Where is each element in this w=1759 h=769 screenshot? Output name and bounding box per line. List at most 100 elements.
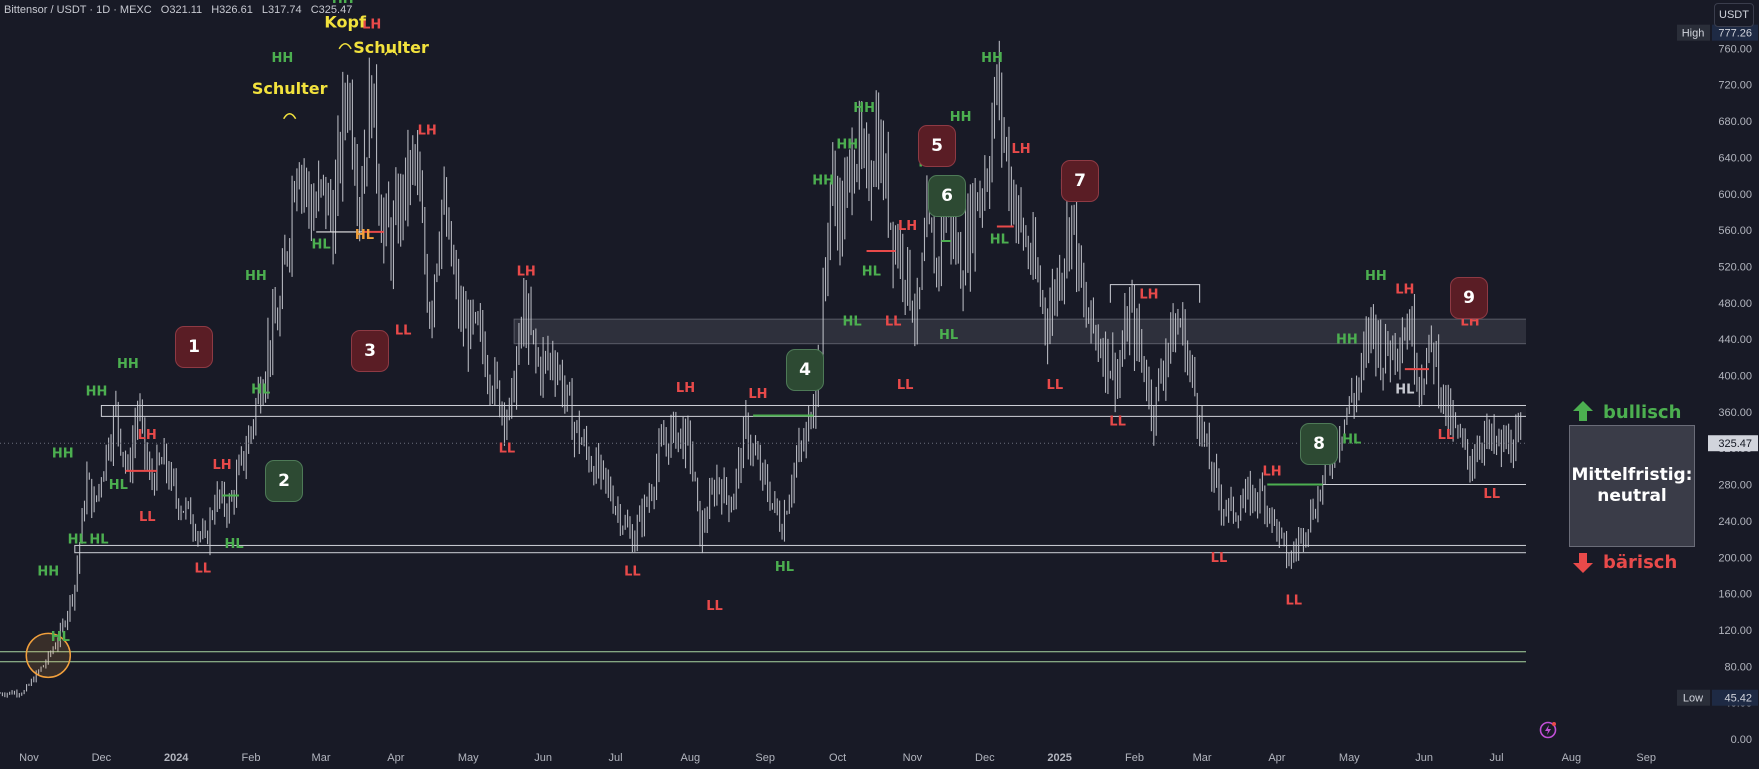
- pattern-arc-2: [384, 49, 398, 56]
- y-tick-label: 640.00: [1718, 152, 1752, 164]
- high-value: 777.26: [1718, 28, 1752, 40]
- swing-label: HL: [355, 228, 374, 243]
- x-tick-label: May: [1339, 752, 1360, 764]
- x-tick-label: Aug: [1562, 752, 1582, 764]
- low-value: 45.42: [1724, 693, 1752, 705]
- axes[interactable]: 0.0040.0080.00120.00160.00200.00240.0028…: [19, 0, 1759, 769]
- zone-0: [100, 404, 1556, 417]
- low-tag-label: Low: [1683, 693, 1703, 705]
- y-tick-label: 560.00: [1718, 225, 1752, 237]
- y-tick-label: 720.00: [1718, 80, 1752, 92]
- swing-label: HL: [990, 233, 1009, 248]
- bullish-label: bullisch: [1603, 402, 1682, 423]
- swing-label: HL: [68, 533, 87, 548]
- high-tag-label: High: [1682, 28, 1705, 40]
- outlook-line-2: neutral: [1597, 486, 1667, 506]
- high-value-bg: [1712, 24, 1758, 41]
- pattern-arc-1: [338, 43, 352, 50]
- swing-label: LL: [139, 510, 156, 525]
- pattern-label: Schulter: [252, 79, 328, 98]
- swing-label: HL: [109, 478, 128, 493]
- swing-label: HL: [225, 537, 244, 552]
- x-tick-label: 2025: [1047, 752, 1071, 764]
- swing-label: HL: [842, 315, 861, 330]
- currency-button[interactable]: USDT: [1714, 3, 1754, 27]
- swing-label: HH: [117, 357, 139, 372]
- callout-9: 9: [1450, 277, 1488, 319]
- callout-8: 8: [1300, 423, 1338, 465]
- replay-icon[interactable]: [1538, 720, 1558, 740]
- callout-5: 5: [918, 125, 956, 167]
- swing-label: LH: [1139, 287, 1158, 302]
- swing-label: LH: [676, 381, 695, 396]
- swing-label: HH: [853, 101, 875, 116]
- swing-label: HH: [812, 174, 834, 189]
- y-tick-label: 760.00: [1718, 43, 1752, 55]
- y-tick-label: 120.00: [1718, 625, 1752, 637]
- swing-label: HL: [51, 630, 70, 645]
- annotation-lines: [0, 225, 1555, 679]
- y-tick-label: 200.00: [1718, 552, 1752, 564]
- swing-label: HH: [52, 446, 74, 461]
- swing-label: HH: [37, 564, 59, 579]
- x-tick-label: Jul: [608, 752, 622, 764]
- outlook-line-1: Mittelfristig:: [1571, 465, 1693, 485]
- x-tick-label: Feb: [1125, 752, 1144, 764]
- swing-label: LH: [1395, 283, 1414, 298]
- swing-label: LH: [748, 387, 767, 402]
- y-axis-bg: [1526, 0, 1759, 769]
- swing-label: HH: [332, 0, 354, 7]
- swing-label: LL: [1286, 594, 1303, 609]
- zone-2: [513, 318, 1556, 345]
- x-tick-label: Nov: [903, 752, 923, 764]
- y-tick-label: 480.00: [1718, 298, 1752, 310]
- callout-1: 1: [175, 326, 213, 368]
- y-tick-label: 440.00: [1718, 334, 1752, 346]
- outlook-box: Mittelfristig: neutral: [1569, 425, 1695, 547]
- swing-label: LL: [1109, 414, 1126, 429]
- callout-2: 2: [265, 460, 303, 502]
- swing-label: LL: [395, 324, 412, 339]
- swing-label: LH: [1011, 142, 1030, 157]
- swing-label: HH: [245, 269, 267, 284]
- swing-label: HH: [86, 384, 108, 399]
- y-tick-label: 600.00: [1718, 189, 1752, 201]
- swing-label: LL: [1211, 551, 1228, 566]
- pattern-label: Kopf: [324, 12, 367, 31]
- x-tick-label: Dec: [92, 752, 112, 764]
- pattern-label: Schulter: [353, 38, 429, 57]
- swing-label: LH: [138, 428, 157, 443]
- chart-header: Bittensor / USDT · 1D · MEXC O321.11 H32…: [4, 4, 358, 16]
- swing-label: LL: [897, 378, 914, 393]
- swing-label: LL: [499, 442, 516, 457]
- swing-label: HH: [981, 51, 1003, 66]
- ohlc-low: L317.74: [261, 4, 302, 16]
- swing-label: LH: [517, 265, 536, 280]
- swing-label: LL: [194, 562, 211, 577]
- swing-label: LL: [1483, 487, 1500, 502]
- arrow-down-icon: [1573, 553, 1593, 573]
- x-tick-label: Mar: [1193, 752, 1212, 764]
- y-tick-label: 680.00: [1718, 116, 1752, 128]
- swing-label: HL: [862, 265, 881, 280]
- top-bracket: [1109, 284, 1201, 303]
- callout-6: 6: [928, 175, 966, 217]
- ohlc-open: O321.11: [160, 4, 203, 16]
- swing-label: HH: [1365, 269, 1387, 284]
- callout-7: 7: [1061, 160, 1099, 202]
- x-tick-label: Dec: [975, 752, 995, 764]
- current-price-value: 325.47: [1718, 438, 1752, 450]
- x-tick-label: Aug: [681, 752, 701, 764]
- swing-label: HH: [272, 51, 294, 66]
- low-value-bg: [1712, 689, 1758, 706]
- swing-label: HL: [89, 533, 108, 548]
- y-tick-label: 400.00: [1718, 371, 1752, 383]
- y-tick-label: 80.00: [1724, 661, 1752, 673]
- x-tick-label: Oct: [829, 752, 846, 764]
- swing-label: HL: [311, 237, 330, 252]
- callout-3: 3: [351, 330, 389, 372]
- callout-4: 4: [786, 349, 824, 391]
- swing-label: HL: [251, 383, 270, 398]
- arrow-up-icon: [1573, 401, 1593, 421]
